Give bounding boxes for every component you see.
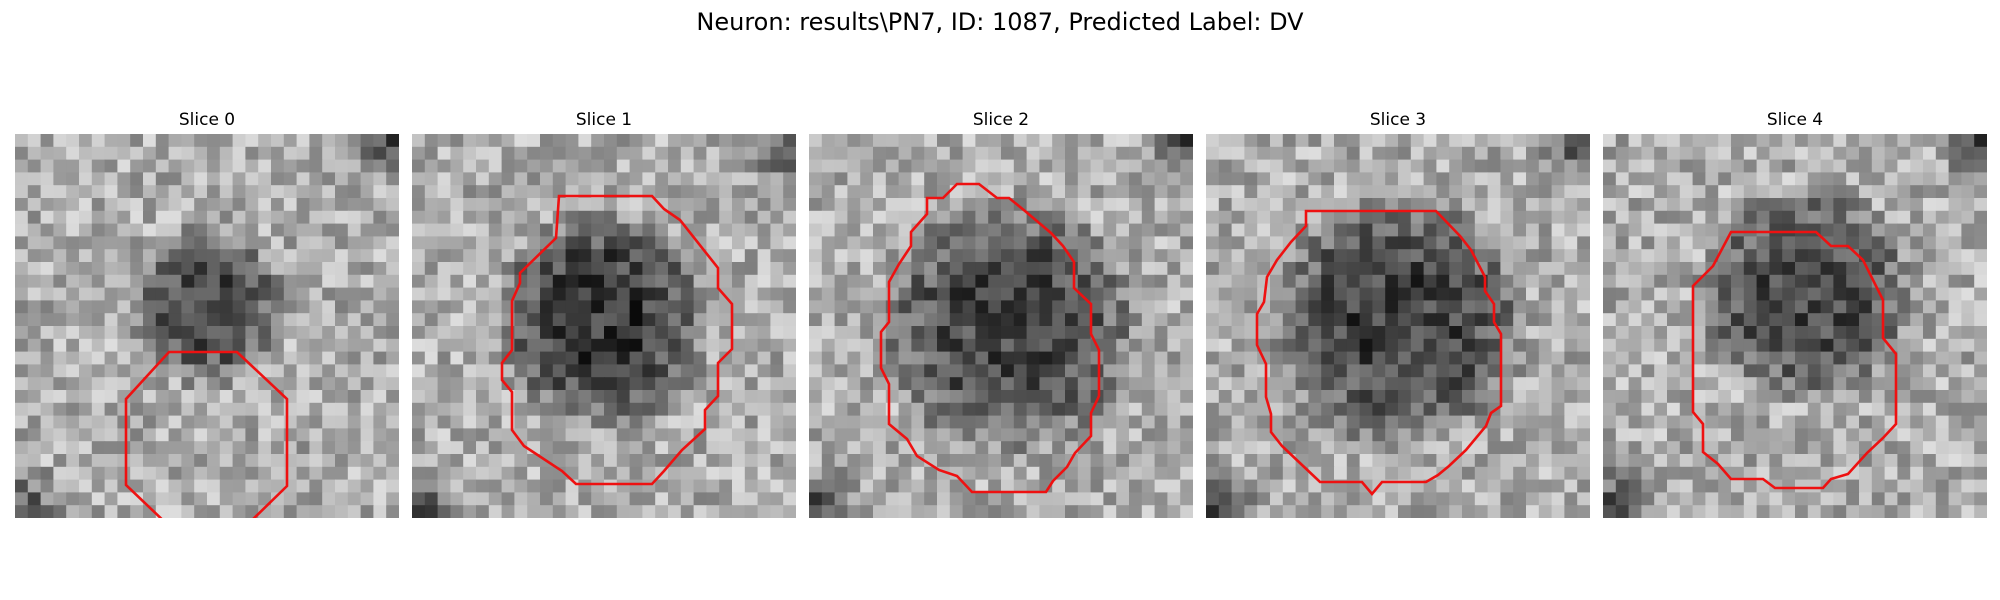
slice-image-4: [1603, 134, 1987, 518]
figure-title: Neuron: results\PN7, ID: 1087, Predicted…: [696, 8, 1304, 36]
cell-contour: [1691, 230, 1898, 490]
slice-panel-2: Slice 2: [809, 108, 1193, 518]
cell-contour: [1255, 209, 1503, 497]
slice-title: Slice 2: [972, 110, 1030, 130]
slice-image-3: [1206, 134, 1590, 518]
slice-image-0: [15, 134, 399, 518]
slice-image-2: [809, 134, 1193, 518]
slice-title: Slice 0: [178, 110, 236, 130]
slice-panel-0: Slice 0: [15, 108, 399, 518]
slice-title: Slice 1: [575, 110, 633, 130]
slice-panel-4: Slice 4: [1603, 108, 1987, 518]
cell-contour: [879, 182, 1101, 494]
slice-panel-3: Slice 3: [1206, 108, 1590, 518]
cell-contour: [124, 350, 289, 518]
slice-title: Slice 3: [1369, 110, 1427, 130]
slice-panel-1: Slice 1: [412, 108, 796, 518]
cell-contour: [500, 194, 734, 486]
slice-image-1: [412, 134, 796, 518]
slice-title: Slice 4: [1766, 110, 1824, 130]
